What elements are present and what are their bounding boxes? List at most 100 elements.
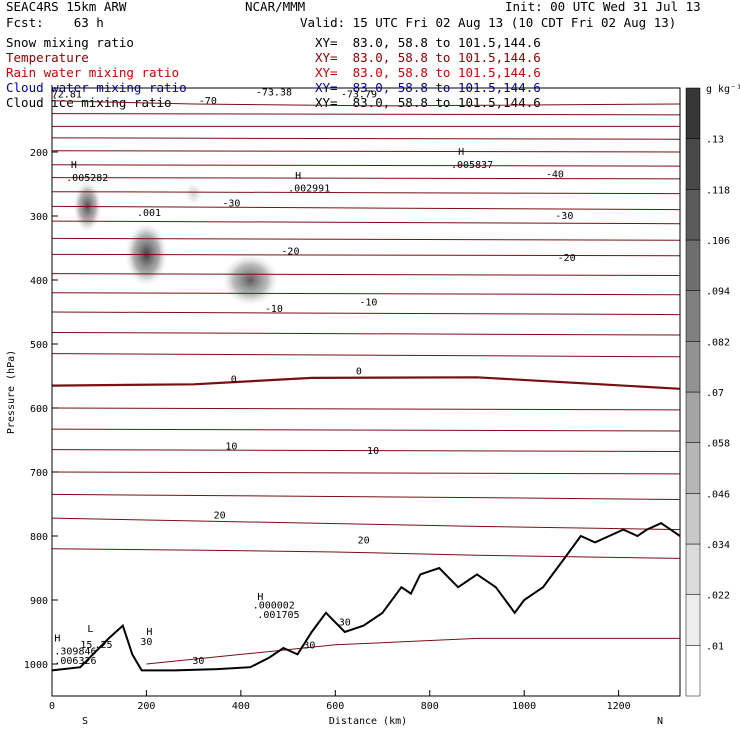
ice-marker-3: H — [295, 171, 301, 182]
temperature-label-20: 30 — [339, 618, 351, 629]
snow-blob-2 — [221, 254, 279, 306]
colorbar-label-0: .01 — [706, 641, 724, 652]
rain-marker-2: H — [146, 627, 152, 638]
x-tick-label-0: 0 — [49, 701, 55, 712]
x-tick-label-5: 1000 — [512, 701, 536, 712]
temperature-label-12: 0 — [356, 367, 362, 378]
colorbar-label-8: .106 — [706, 236, 730, 247]
y-tick-label-1: 300 — [30, 212, 48, 223]
temperature-label-14: 10 — [367, 446, 379, 457]
temperature-contour-18 — [52, 407, 680, 411]
temperature-label-18: 30 — [192, 656, 204, 667]
temperature-label-10: -10 — [359, 298, 377, 309]
temperature-label-7: -20 — [281, 246, 299, 257]
cloudwater-marker-0: H — [54, 634, 60, 645]
colorbar-unit: g kg⁻¹ — [706, 84, 740, 95]
legend-cloudice: Cloud ice mixing ratio — [6, 95, 172, 110]
temperature-contour-9 — [52, 220, 680, 225]
axes: 0 200 400 600 800 1000 12002003004005006007008… — [24, 148, 631, 712]
temperature-contour-23 — [52, 517, 680, 531]
y-axis-label: Pressure (hPa) — [6, 350, 17, 434]
temperature-label-15: 20 — [214, 511, 226, 522]
forecast-hour: Fcst: 63 h — [6, 15, 104, 30]
ice-marker-0: H — [71, 160, 77, 171]
valid-time: Valid: 15 UTC Fri 02 Aug 13 (10 CDT Fri … — [300, 15, 677, 30]
ice-marker-6: .005837 — [451, 160, 493, 171]
x-tick-label-1: 200 — [137, 701, 155, 712]
temperature-label-4: -40 — [546, 170, 564, 181]
temperature-label-11: 0 — [231, 374, 237, 385]
temperature-contour-14 — [52, 311, 680, 316]
y-tick-label-7: 900 — [30, 596, 48, 607]
snow-blob-3 — [185, 182, 203, 206]
y-tick-label-8: 1000 — [24, 660, 48, 671]
model-title: SEAC4RS 15km ARW — [6, 0, 127, 14]
temperature-contour-4 — [52, 150, 680, 153]
x-tick-label-6: 1200 — [607, 701, 631, 712]
temperature-label-6: -30 — [555, 211, 573, 222]
cloudwater-marker-3: L — [87, 624, 93, 635]
colorbar-swatch-11 — [685, 87, 701, 139]
plot-frame — [51, 87, 681, 697]
temperature-label-5: -30 — [222, 198, 240, 209]
colorbar-label-3: .046 — [706, 489, 730, 500]
temperature-contour-16 — [52, 353, 680, 358]
colorbar-swatch-1 — [685, 594, 701, 646]
y-tick-label-4: 600 — [30, 404, 48, 415]
y-tick-label-6: 800 — [30, 532, 48, 543]
colorbar-swatch-6 — [685, 341, 701, 393]
temperature-label-0: -70 — [199, 96, 217, 107]
legend-snow-xy: XY= 83.0, 58.8 to 101.5,144.6 — [315, 35, 541, 50]
end-label-north: N — [657, 716, 663, 727]
colorbar-swatch-4 — [685, 442, 701, 494]
x-tick-label-2: 400 — [232, 701, 250, 712]
cloudwater-marker-5: .25 — [94, 640, 112, 651]
ice-marker-5: H — [458, 147, 464, 158]
colorbar-swatch-2 — [685, 543, 701, 595]
cloudwater-marker-6: .001705 — [257, 610, 299, 621]
temperature-contour-7 — [52, 191, 680, 195]
temperature-contour-8 — [52, 205, 680, 211]
legend-snow: Snow mixing ratio — [6, 35, 134, 50]
y-tick-label-5: 700 — [30, 468, 48, 479]
temperature-contour-2 — [52, 113, 680, 116]
temperature-label-3: -72.81 — [46, 90, 82, 101]
org-label: NCAR/MMM — [245, 0, 306, 14]
x-tick-label-3: 600 — [326, 701, 344, 712]
colorbar: .01 .022 .034 .046 .058 .07 .082 .094 .106 .118 .1… — [685, 87, 730, 697]
colorbar-label-6: .082 — [706, 337, 730, 348]
temperature-label-1: -73.38 — [256, 88, 292, 99]
temperature-contour-6 — [52, 177, 680, 180]
temperature-contour-19 — [52, 428, 680, 432]
init-time: Init: 00 UTC Wed 31 Jul 13 — [505, 0, 701, 14]
cloudwater-marker-2: .006326 — [54, 656, 96, 667]
colorbar-swatch-5 — [685, 391, 701, 443]
temperature-contour-22 — [52, 493, 680, 500]
legend-temperature: Temperature — [6, 50, 89, 65]
ice-marker-2: .001 — [137, 208, 161, 219]
temperature-contour-20 — [52, 449, 680, 452]
ice-marker-4: .002991 — [288, 184, 330, 195]
y-tick-label-2: 400 — [30, 276, 48, 287]
colorbar-label-2: .034 — [706, 540, 730, 551]
legend-rain-xy: XY= 83.0, 58.8 to 101.5,144.6 — [315, 65, 541, 80]
temperature-contour-25 — [146, 637, 680, 665]
y-tick-label-3: 500 — [30, 340, 48, 351]
colorbar-swatch-7 — [685, 290, 701, 342]
temperature-contour-15 — [52, 332, 680, 336]
temperature-label-16: 20 — [358, 536, 370, 547]
colorbar-swatch-8 — [685, 239, 701, 291]
temperature-contour-5 — [52, 164, 680, 167]
plot-area: -70 -73.38 -73.79 -72.81 -40 -30 -30 -20 -20 -10 -… — [46, 88, 680, 672]
temperature-label-8: -20 — [558, 253, 576, 264]
temperature-contour-11 — [52, 253, 680, 257]
rain-marker-1: .000002 — [253, 600, 295, 611]
terrain-line — [52, 522, 680, 672]
end-label-south: S — [82, 716, 88, 727]
temperature-contour-12 — [52, 273, 680, 276]
temperature-contour-21 — [52, 471, 680, 475]
x-tick-label-4: 800 — [421, 701, 439, 712]
colorbar-swatch-3 — [685, 493, 701, 545]
temperature-contour-24 — [52, 548, 680, 559]
